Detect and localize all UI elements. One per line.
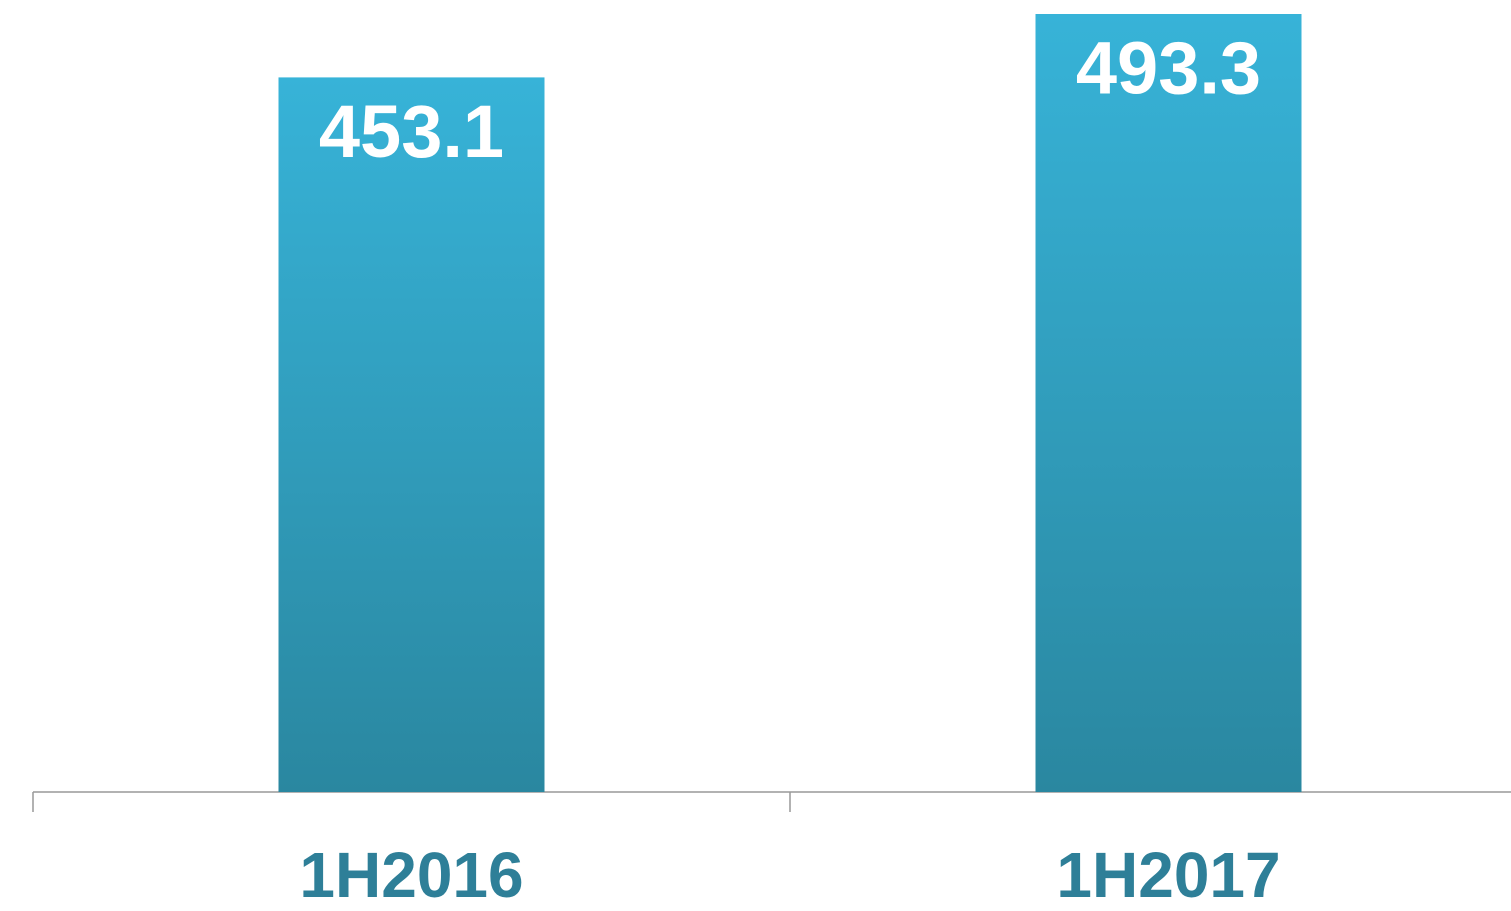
data-label: 493.3 [1076,27,1261,110]
bar [278,77,545,793]
data-label: 453.1 [319,90,504,173]
bar [1035,14,1302,792]
x-tick-label: 1H2017 [1056,839,1280,911]
x-tick-label: 1H2016 [299,839,523,911]
